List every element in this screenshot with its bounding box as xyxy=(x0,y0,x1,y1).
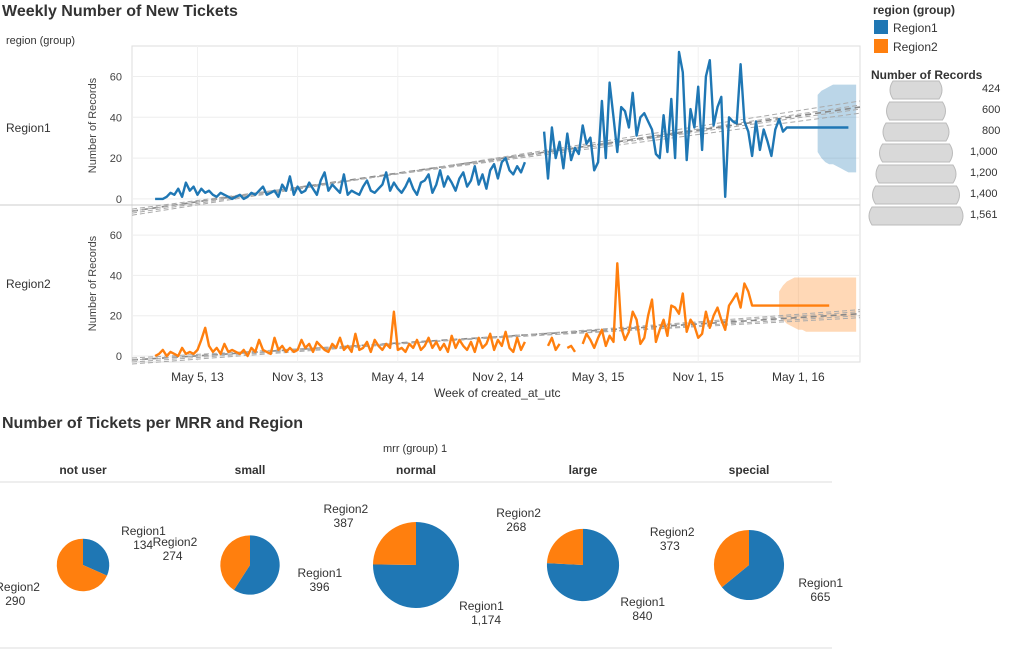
size-legend-label: 424 xyxy=(982,83,1001,95)
y-tick-label: 0 xyxy=(116,194,122,206)
y-axis-label: Number of Records xyxy=(87,235,99,331)
size-legend-label: 800 xyxy=(982,125,1001,137)
pie-label-region1-name: Region1 xyxy=(459,598,504,613)
pie-label-region1-name: Region1 xyxy=(620,594,666,609)
x-tick-label: May 1, 16 xyxy=(772,370,825,384)
y-tick-label: 40 xyxy=(110,270,122,282)
panel-frame xyxy=(131,204,861,363)
size-legend-mark xyxy=(886,101,946,121)
pie-label-region2-value: 373 xyxy=(659,538,680,553)
pie-label-region2-name: Region2 xyxy=(649,524,695,539)
pie-slice-region2 xyxy=(546,528,583,565)
y-tick-label: 20 xyxy=(110,311,122,323)
row-label-region1: Region1 xyxy=(6,121,51,135)
pie-label-region2-name: Region2 xyxy=(496,505,541,520)
legend-region1-swatch[interactable] xyxy=(874,20,888,34)
y-tick-label: 20 xyxy=(110,153,122,165)
legend-region2-label[interactable]: Region2 xyxy=(893,40,938,54)
pie-slice-region1 xyxy=(83,538,110,576)
panel-frame xyxy=(131,45,861,206)
pie-label-region2-name: Region2 xyxy=(0,579,40,594)
pie-slice-region1 xyxy=(233,535,280,595)
weekly-chart-title: Weekly Number of New Tickets xyxy=(2,3,238,20)
size-legend-mark xyxy=(868,206,964,226)
legend-region1-label[interactable]: Region1 xyxy=(893,21,938,35)
pie-slice-region2 xyxy=(713,529,749,588)
x-tick-label: Nov 3, 13 xyxy=(272,370,324,384)
y-tick-label: 60 xyxy=(110,230,122,242)
size-legend-mark xyxy=(882,122,950,142)
pie-label-region1-name: Region1 xyxy=(121,523,166,538)
pie-label-region2-value: 268 xyxy=(506,519,527,534)
y-axis-label: Number of Records xyxy=(87,77,99,173)
row-label-region2: Region2 xyxy=(6,277,51,291)
y-tick-label: 60 xyxy=(110,71,122,83)
pie-label-region1-name: Region1 xyxy=(297,566,343,581)
pie-chart-title: Number of Tickets per MRR and Region xyxy=(2,415,304,432)
size-legend-mark xyxy=(879,143,953,163)
pie-label-region2-name: Region2 xyxy=(323,501,369,516)
pie-group-header: special xyxy=(729,463,770,477)
legend-size-title: Number of Records xyxy=(871,68,983,82)
pie-label-region1-value: 396 xyxy=(309,580,330,595)
pie-label-region2-value: 274 xyxy=(162,549,183,564)
pie-group-header: normal xyxy=(396,463,436,477)
legend-color-title: region (group) xyxy=(873,3,955,17)
size-legend-label: 1,561 xyxy=(970,209,998,221)
x-tick-label: Nov 1, 15 xyxy=(673,370,725,384)
x-tick-label: May 4, 14 xyxy=(371,370,424,384)
trend-band-line xyxy=(131,309,861,365)
x-axis-label: Week of created_at_utc xyxy=(434,386,561,400)
pie-label-region2-value: 387 xyxy=(333,515,354,530)
size-legend-label: 1,400 xyxy=(970,188,998,200)
size-legend-label: 1,200 xyxy=(970,167,998,179)
pie-slice-region2 xyxy=(56,538,108,592)
pie-group-header: small xyxy=(235,463,266,477)
pie-group-header: large xyxy=(569,463,598,477)
pie-label-region1-value: 840 xyxy=(632,608,653,623)
pie-label-region1-name: Region1 xyxy=(798,576,844,591)
pie-slice-region2 xyxy=(373,522,416,565)
region-header: region (group) xyxy=(6,35,76,47)
mrr-pie-charts: not user small normal large special xyxy=(0,463,832,649)
mrr-header: mrr (group) 1 xyxy=(383,443,448,455)
pie-label-region2-value: 290 xyxy=(5,593,26,608)
x-tick-label: Nov 2, 14 xyxy=(472,370,524,384)
pie-label-region1-value: 134 xyxy=(133,537,154,552)
size-legend xyxy=(868,80,964,226)
size-legend-mark xyxy=(875,164,957,184)
series-line-region2 xyxy=(154,262,830,358)
y-tick-label: 40 xyxy=(110,112,122,124)
trend-band-line xyxy=(131,100,861,216)
size-legend-label: 600 xyxy=(982,104,1001,116)
legend-region2-swatch[interactable] xyxy=(874,39,888,53)
pie-group-header: not user xyxy=(59,463,107,477)
trend-band-line xyxy=(131,311,861,363)
size-legend-label: 1,000 xyxy=(970,146,998,158)
pie-slice-region2 xyxy=(220,535,250,590)
y-tick-label: 0 xyxy=(116,351,122,363)
size-legend-mark xyxy=(889,80,943,100)
pie-label-region2-name: Region2 xyxy=(152,535,198,550)
pie-label-region1-value: 665 xyxy=(810,590,831,605)
series-line-region1 xyxy=(155,50,849,201)
x-tick-label: May 5, 13 xyxy=(171,370,224,384)
pie-slice-region1 xyxy=(721,529,785,601)
size-legend-mark xyxy=(872,185,960,205)
pie-label-region1-value: 1,174 xyxy=(471,612,502,627)
weekly-tickets-line-chart: 0 20 40 60 Number of Records 0 20 40 60 Number of… xyxy=(0,45,861,384)
x-tick-label: May 3, 15 xyxy=(572,370,625,384)
